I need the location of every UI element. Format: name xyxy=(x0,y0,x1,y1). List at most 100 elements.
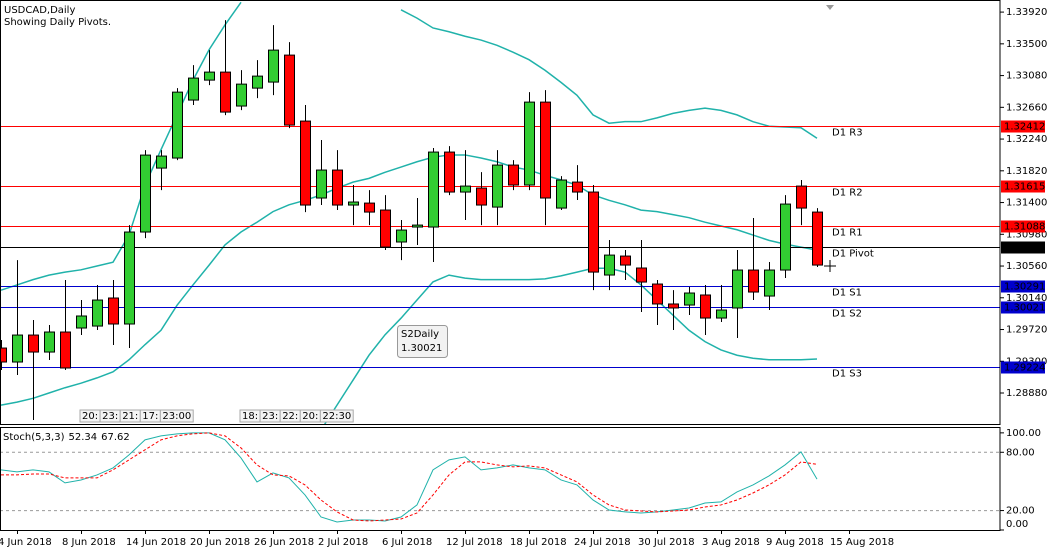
candle-body xyxy=(796,185,807,209)
candle-body xyxy=(76,315,87,329)
cursor xyxy=(824,260,836,272)
candle-body xyxy=(44,331,55,353)
pivot-value-box xyxy=(1001,280,1045,293)
y-tick-label: 1.33080 xyxy=(1006,71,1047,82)
pivot-value-label: 1.29224 xyxy=(1004,363,1045,374)
pivot-name: D1 S3 xyxy=(832,369,862,380)
indicator-value: 52.34 xyxy=(68,432,97,443)
candle-body xyxy=(460,185,471,193)
time-label: 23: xyxy=(262,411,278,422)
candle-body xyxy=(140,154,151,233)
pivot-value-label: 1.31088 xyxy=(1004,222,1045,233)
x-tick-label: 9 Aug 2018 xyxy=(766,537,824,548)
candle-body xyxy=(668,303,679,309)
x-tick-label: 18 Jul 2018 xyxy=(510,537,567,548)
y-tick-label: 1.29720 xyxy=(1006,325,1047,336)
stoch-line xyxy=(0,432,818,523)
candle-body xyxy=(332,169,343,206)
candle-body xyxy=(252,75,263,89)
pivot-name: D1 S1 xyxy=(832,288,862,299)
candle-body xyxy=(812,211,823,266)
candle-body xyxy=(748,269,759,293)
pivot-name: D1 S2 xyxy=(832,309,862,320)
candle-body xyxy=(108,297,119,325)
candle-body xyxy=(764,269,775,297)
y-tick-label: 80.00 xyxy=(1006,447,1035,458)
candle-body xyxy=(492,164,503,208)
pivot-name: D1 R3 xyxy=(832,128,863,139)
band-middle xyxy=(0,154,818,406)
price-pane xyxy=(0,1,1000,424)
stoch-line xyxy=(1,432,818,522)
x-tick-label: 14 Jun 2018 xyxy=(126,537,186,548)
candle-body xyxy=(396,229,407,243)
stochastic-pane xyxy=(0,432,1000,523)
candle-body xyxy=(380,209,391,248)
pivot-name: D1 R1 xyxy=(832,228,863,239)
y-tick-label: 1.33920 xyxy=(1006,7,1047,18)
x-tick-label: 26 Jun 2018 xyxy=(254,537,314,548)
pivot-name: D1 R2 xyxy=(832,188,863,199)
tooltip-text: 1.30021 xyxy=(401,343,442,354)
x-tick-label: 15 Aug 2018 xyxy=(830,537,894,548)
y-tick-label: 1.32660 xyxy=(1006,102,1047,113)
y-tick-label: 1.30980 xyxy=(1006,229,1047,240)
candle-body xyxy=(348,201,359,206)
candle-body xyxy=(124,231,135,325)
y-tick-label: 20.00 xyxy=(1006,506,1035,517)
pivot-value-label: 1.32412 xyxy=(1004,122,1045,133)
candle-body xyxy=(572,181,583,193)
pivot-value-box xyxy=(1001,361,1045,374)
x-tick-label: 8 Jun 2018 xyxy=(62,537,116,548)
candle-body xyxy=(444,151,455,193)
pivot-note: Showing Daily Pivots. xyxy=(4,17,111,28)
band-upper xyxy=(0,1,818,291)
y-tick-label: 1.28880 xyxy=(1006,388,1047,399)
candle-body xyxy=(412,224,423,228)
candle-body xyxy=(172,91,183,159)
x-tick-label: 20 Jun 2018 xyxy=(190,537,250,548)
candle-body xyxy=(508,164,519,186)
x-tick-label: 6 Jul 2018 xyxy=(382,537,432,548)
candle-body xyxy=(268,49,279,83)
y-tick-label: 1.33500 xyxy=(1006,39,1047,50)
candle-body xyxy=(428,151,439,228)
time-label-box xyxy=(319,409,354,423)
candle-body xyxy=(780,203,791,271)
candle-body xyxy=(220,71,231,113)
time-label: 22: xyxy=(282,411,298,422)
x-tick-label: 3 Aug 2018 xyxy=(702,537,760,548)
candle-body xyxy=(92,299,103,327)
candle-body xyxy=(0,347,7,363)
candle-body xyxy=(604,254,615,276)
candle-body xyxy=(588,191,599,273)
y-tick-label: 1.32240 xyxy=(1006,134,1047,145)
time-label-box xyxy=(159,409,194,423)
scroll-marker xyxy=(826,5,834,10)
candle-body xyxy=(476,187,487,206)
x-tick-label: 4 Jun 2018 xyxy=(0,537,52,548)
candle-body xyxy=(652,283,663,305)
pivot-value-label: 1.30291 xyxy=(1004,282,1045,293)
candle-body xyxy=(204,71,215,81)
x-tick-label: 24 Jul 2018 xyxy=(574,537,631,548)
indicator-title: Stoch(5,3,3) xyxy=(3,432,65,443)
y-tick-label: 1.30140 xyxy=(1006,293,1047,304)
time-label: 22:30 xyxy=(322,411,351,422)
price-frame xyxy=(0,0,1001,425)
time-label: 23: xyxy=(102,411,118,422)
candle-body xyxy=(188,77,199,101)
candle-body xyxy=(540,101,551,199)
y-tick-label: 1.30560 xyxy=(1006,261,1047,272)
pivot-value-box xyxy=(1001,120,1045,133)
candle-body xyxy=(620,255,631,266)
y-tick-label: 100.00 xyxy=(1006,428,1041,439)
candle-body xyxy=(300,120,311,206)
candle-body xyxy=(28,334,39,353)
candle-body xyxy=(716,309,727,319)
x-tick-label: 30 Jul 2018 xyxy=(638,537,695,548)
tooltip-box xyxy=(397,325,448,358)
candle-body xyxy=(732,269,743,309)
